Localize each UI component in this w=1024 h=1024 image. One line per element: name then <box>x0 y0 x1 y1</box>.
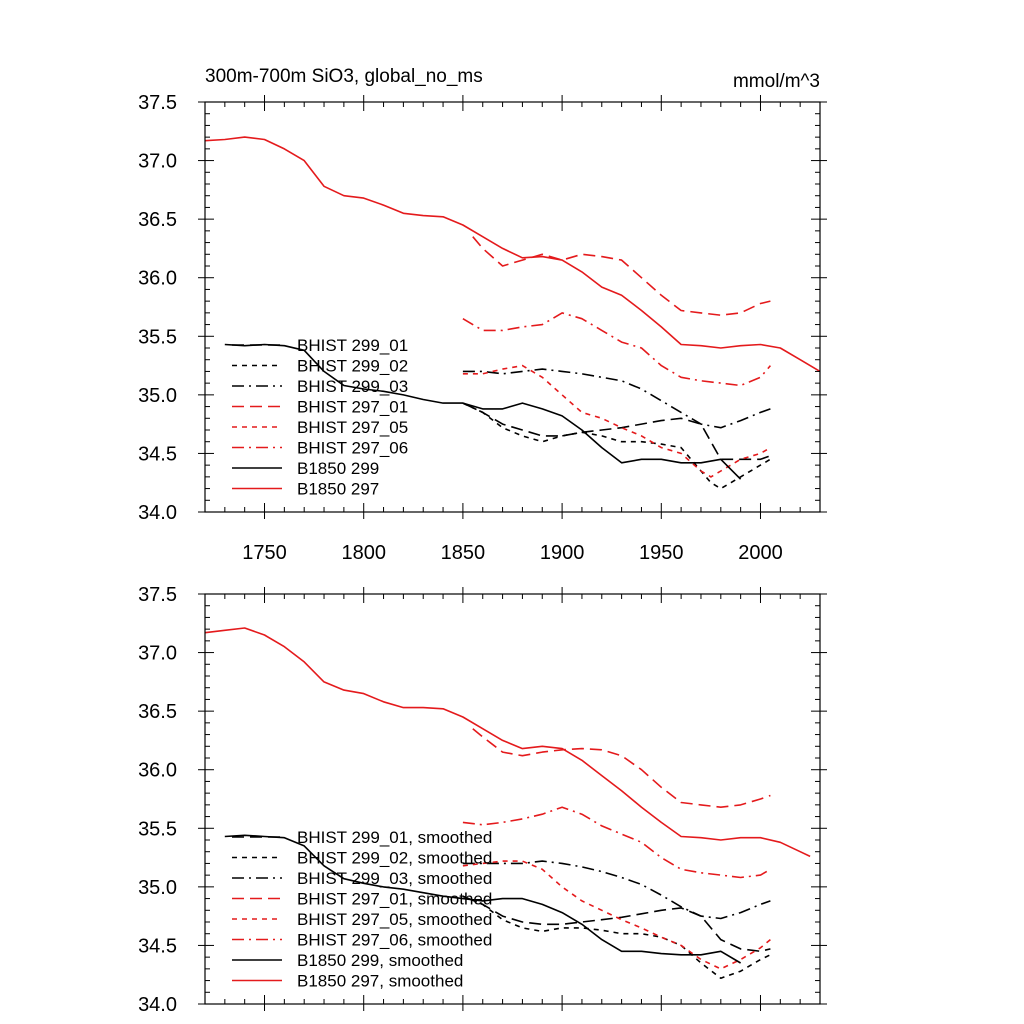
series-line-0 <box>462 895 771 953</box>
legend-label-6: B1850 299 <box>297 459 379 478</box>
y-tick-label: 36.0 <box>138 760 177 782</box>
y-tick-label: 37.0 <box>138 151 177 173</box>
y-tick-label: 37.5 <box>138 584 177 606</box>
series-line-2 <box>462 368 771 429</box>
bottom-panel: BHIST 299_01, smoothed BHIST 299_02, smoo… <box>138 584 827 1016</box>
x-tick-label: 1850 <box>441 542 486 564</box>
series-line-7 <box>204 136 821 373</box>
series-line-3 <box>472 236 771 317</box>
y-tick-label: 35.5 <box>138 818 177 840</box>
y-tick-labels-smoothed: 34.0 34.5 35.0 35.5 36.0 36.5 37.0 37.5 <box>138 584 177 1016</box>
series-line-6 <box>224 834 742 964</box>
series-line-5 <box>462 806 771 879</box>
legend-label-5: BHIST 297_06, smoothed <box>297 931 492 950</box>
y-tick-labels: 34.0 34.5 35.0 35.5 36.0 36.5 37.0 37.5 <box>138 92 177 524</box>
y-tick-label: 34.5 <box>138 443 177 465</box>
legend-label-2: BHIST 299_03 <box>297 377 408 396</box>
plot-frame-smoothed <box>204 593 821 1005</box>
legend-label-3: BHIST 297_01, smoothed <box>297 890 492 909</box>
axis-ticks-smoothed <box>198 587 827 1011</box>
series-line-1 <box>462 402 771 490</box>
legend-label-4: BHIST 297_05, smoothed <box>297 910 492 929</box>
series-line-3 <box>472 728 771 809</box>
plot-frame <box>204 101 821 513</box>
axis-ticks <box>198 95 827 519</box>
series-line-2 <box>462 860 771 920</box>
y-tick-label: 36.5 <box>138 701 177 723</box>
series-line-4 <box>462 860 771 970</box>
legend-label-4: BHIST 297_05 <box>297 418 408 437</box>
y-tick-label: 37.5 <box>138 92 177 114</box>
series-line-1 <box>462 895 771 980</box>
series-line-6 <box>224 343 742 480</box>
y-tick-label: 34.0 <box>138 502 177 524</box>
x-tick-label: 1950 <box>639 542 684 564</box>
y-tick-label: 35.0 <box>138 385 177 407</box>
series-line-7 <box>204 627 811 858</box>
legend-label-1: BHIST 299_02, smoothed <box>297 849 492 868</box>
y-tick-label: 36.5 <box>138 209 177 231</box>
legend-label-0: BHIST 299_01, smoothed <box>297 828 492 847</box>
y-tick-label: 36.0 <box>138 268 177 290</box>
legend-label-5: BHIST 297_06 <box>297 439 408 458</box>
legend-label-6: B1850 299, smoothed <box>297 951 463 970</box>
units-label: mmol/m^3 <box>733 71 820 92</box>
top-panel: 300m-700m SiO3, global_no_ms mmol/m^3 BH… <box>138 66 827 564</box>
x-tick-label: 1800 <box>341 542 386 564</box>
legend-label-2: BHIST 299_03, smoothed <box>297 869 492 888</box>
series-lines <box>204 136 821 490</box>
chart-title: 300m-700m SiO3, global_no_ms <box>205 66 483 87</box>
x-tick-labels: 1750 1800 1850 1900 1950 2000 <box>242 542 782 564</box>
y-tick-label: 35.5 <box>138 326 177 348</box>
y-tick-label: 34.0 <box>138 994 177 1016</box>
legend-label-3: BHIST 297_01 <box>297 398 408 417</box>
y-tick-label: 37.0 <box>138 643 177 665</box>
series-line-5 <box>462 312 772 387</box>
legend-label-1: BHIST 299_02 <box>297 357 408 376</box>
x-tick-label: 1750 <box>242 542 287 564</box>
smoothed-series-lines <box>204 627 811 980</box>
legend-label-0: BHIST 299_01 <box>297 336 408 355</box>
legend-label-7: B1850 297, smoothed <box>297 972 463 991</box>
legend-label-7: B1850 297 <box>297 480 379 499</box>
series-line-0 <box>462 402 771 461</box>
x-tick-label: 2000 <box>738 542 783 564</box>
y-tick-label: 35.0 <box>138 877 177 899</box>
smoothed-legend: BHIST 299_01, smoothed BHIST 299_02, smoo… <box>232 828 492 991</box>
x-tick-label: 1900 <box>540 542 585 564</box>
y-tick-label: 34.5 <box>138 935 177 957</box>
